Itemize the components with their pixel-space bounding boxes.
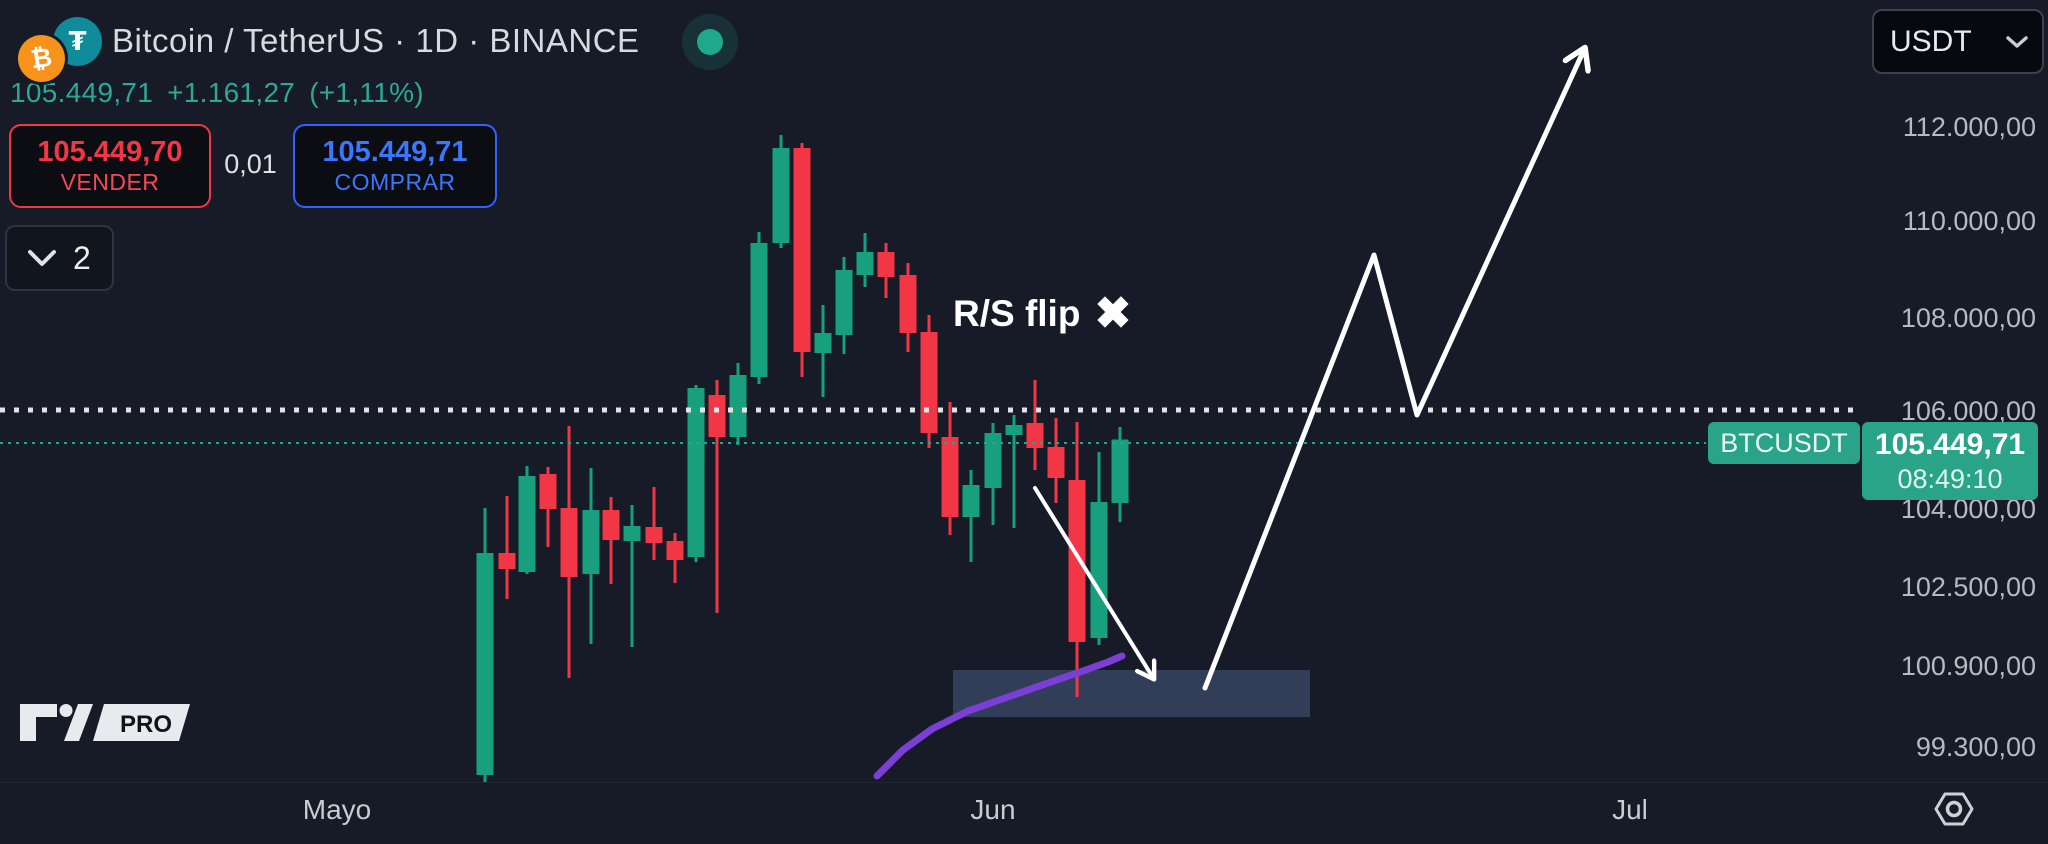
price-tick-label: 102.500,00	[1900, 572, 2036, 602]
candle-body	[687, 388, 705, 557]
candle-body	[476, 553, 494, 775]
candle-body	[962, 485, 980, 517]
price-tick-label: 100.900,00	[1900, 651, 2036, 681]
indicators-dropdown[interactable]: 2	[5, 225, 114, 291]
candle-body	[666, 541, 684, 560]
x-mark-icon: ✖	[1094, 289, 1132, 338]
spread-value: 0,01	[224, 148, 277, 179]
candle-body	[1090, 502, 1108, 638]
buy-button[interactable]: 105.449,71 COMPRAR	[293, 124, 497, 208]
candle-body	[518, 476, 536, 572]
current-price-label: 105.449,71 08:49:10	[1862, 422, 2038, 500]
symbol-title[interactable]: Bitcoin / TetherUS · 1D · BINANCE	[112, 22, 640, 59]
price-tick-label: 99.300,00	[1915, 732, 2036, 762]
market-status-button[interactable]	[682, 14, 738, 70]
candle-body	[1047, 447, 1065, 478]
currency-value: USDT	[1890, 24, 1972, 58]
candle-body	[835, 270, 853, 335]
candle-body	[814, 333, 832, 353]
buy-label: COMPRAR	[334, 169, 456, 195]
candle-body	[602, 510, 620, 540]
buy-price: 105.449,71	[322, 136, 468, 168]
sell-label: VENDER	[60, 169, 160, 195]
pro-badge-label: PRO	[120, 711, 172, 738]
header-price-row: 105.449,71 +1.161,27 (+1,11%)	[10, 77, 438, 109]
candle-body	[1068, 480, 1086, 642]
candle-body	[729, 375, 747, 437]
symbol-price-tag: BTCUSDT	[1708, 422, 1860, 464]
candle-body	[623, 526, 641, 541]
sell-price: 105.449,70	[37, 136, 183, 168]
candle-body	[1026, 423, 1044, 448]
price-tick-label: 106.000,00	[1900, 396, 2036, 426]
candle-body	[793, 148, 811, 352]
candle-body	[560, 508, 578, 577]
projection-zigzag-drawing[interactable]	[1202, 52, 1583, 691]
axis-settings-icon[interactable]	[1928, 788, 1980, 830]
time-tick-label: Jul	[1612, 794, 1648, 825]
candles-layer	[476, 135, 1129, 782]
demand-zone-box[interactable]	[953, 670, 1310, 717]
price-change-pct: (+1,11%)	[309, 77, 424, 108]
down-arrow-drawing[interactable]	[1033, 486, 1152, 676]
ma-curve[interactable]	[873, 652, 1126, 780]
time-axis-separator	[0, 782, 2048, 783]
candle-body	[1005, 425, 1023, 435]
tradingview-pro-logo[interactable]: PRO	[16, 698, 216, 758]
candle-body	[498, 553, 516, 569]
tetherus-coin-icon: ₮	[53, 17, 102, 66]
candle-body	[941, 437, 959, 517]
candle-body	[877, 252, 895, 277]
price-tick-label: 112.000,00	[1902, 112, 2036, 142]
currency-dropdown[interactable]: USDT	[1872, 9, 2044, 74]
rs-flip-text: R/S flip	[953, 293, 1081, 334]
rs-flip-annotation[interactable]: R/S flip ✖	[953, 292, 1131, 336]
candle-body	[1111, 439, 1129, 503]
candle-body	[750, 243, 768, 377]
current-price-value: 105.449,71	[1874, 428, 2026, 461]
candle-body	[582, 510, 600, 574]
candle-countdown: 08:49:10	[1897, 464, 2003, 494]
candle-body	[772, 148, 790, 243]
candle-body	[708, 395, 726, 437]
sell-button[interactable]: 105.449,70 VENDER	[9, 124, 211, 208]
time-tick-label: Jun	[970, 794, 1016, 825]
price-tick-label: 110.000,00	[1902, 206, 2036, 236]
chevron-down-icon	[2006, 35, 2028, 48]
indicators-count: 2	[73, 239, 91, 276]
candle-body	[645, 527, 663, 543]
chevron-down-icon	[28, 250, 56, 266]
time-tick-label: Mayo	[302, 794, 372, 825]
price-tick-label: 108.000,00	[1900, 303, 2036, 333]
price-change: +1.161,27	[167, 77, 296, 108]
market-open-icon	[697, 29, 723, 55]
candle-body	[920, 332, 938, 433]
last-price: 105.449,71	[10, 77, 154, 108]
candle-body	[856, 252, 874, 275]
candle-body	[539, 474, 557, 509]
candle-body	[984, 433, 1002, 488]
candle-body	[899, 275, 917, 333]
